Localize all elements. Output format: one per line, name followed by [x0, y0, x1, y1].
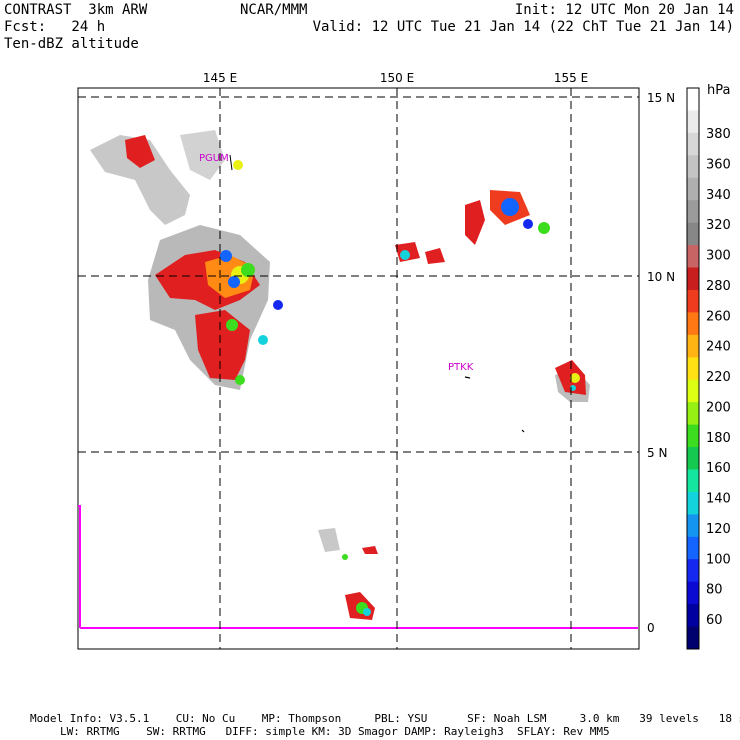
colorbar-tick-label: 80 [706, 583, 723, 598]
colorbar-swatch [687, 402, 699, 426]
station-label-pgum: PGUM [199, 153, 229, 164]
model-info-line-1: Model Info: V3.5.1 CU: No Cu MP: Thompso… [30, 712, 740, 725]
echo-red-east-4 [425, 248, 445, 264]
colorbar-swatch [687, 200, 699, 224]
colorbar-tick-label: 320 [706, 218, 731, 233]
colorbar-swatch [687, 245, 699, 269]
colorbar-tick-label: 260 [706, 309, 731, 324]
echo-gray-north [90, 135, 190, 225]
colorbar-swatch [687, 334, 699, 358]
colorbar-swatch [687, 88, 699, 111]
model-info-line-2: LW: RRTMG SW: RRTMG DIFF: simple KM: 3D … [60, 725, 610, 738]
echo-cell-blue-5 [523, 219, 533, 229]
graticule-labels: 145 E 150 E 155 E 15 N 10 N 5 N 0 [203, 71, 675, 635]
colorbar: 380 360 340 320 300 280 260 240 220 200 180 160 140 1… [686, 87, 731, 650]
colorbar-tick-label: 60 [706, 613, 723, 628]
coastline-outline [78, 505, 638, 629]
colorbar-swatch [687, 132, 699, 156]
colorbar-tick-label: 160 [706, 461, 731, 476]
echo-cell-blue-4 [501, 198, 519, 216]
colorbar-tick-label: 280 [706, 279, 731, 294]
colorbar-swatch [687, 626, 699, 650]
colorbar-swatch [687, 514, 699, 538]
echo-gray-mid [180, 130, 225, 180]
colorbar-swatch [687, 289, 699, 313]
echo-cell-cyan-2 [400, 250, 410, 260]
echo-gray-south [318, 528, 340, 552]
echo-cell-green-3 [235, 375, 245, 385]
echo-red-south-3 [362, 546, 378, 554]
colorbar-unit: hPa [707, 83, 730, 98]
echo-cell-blue-1 [228, 276, 240, 288]
lat-label-5n: 5 N [647, 446, 667, 460]
model-title: CONTRAST 3km ARW [4, 2, 148, 18]
colorbar-tick-label: 220 [706, 370, 731, 385]
colorbar-tick-label: 180 [706, 431, 731, 446]
lon-label-145: 145 E [203, 71, 237, 85]
echo-cell-blue-3 [273, 300, 283, 310]
forecast-hour: Fcst: 24 h [4, 19, 106, 35]
echo-field [90, 130, 590, 620]
colorbar-tick-label: 300 [706, 249, 731, 264]
lat-label-10n: 10 N [647, 270, 675, 284]
colorbar-tick-label: 100 [706, 552, 731, 567]
field-name: Ten-dBZ altitude [4, 36, 139, 52]
colorbar-swatch [687, 177, 699, 201]
organization-label: NCAR/MMM [240, 2, 308, 18]
colorbar-swatch [687, 559, 699, 583]
colorbar-swatch [687, 536, 699, 560]
colorbar-tick-label: 360 [706, 157, 731, 172]
colorbar-frame [686, 87, 700, 650]
colorbar-tick-label: 200 [706, 400, 731, 415]
colorbar-swatch [687, 222, 699, 246]
colorbar-swatch [687, 155, 699, 179]
colorbar-tick-label: 140 [706, 492, 731, 507]
colorbar-tick-label: 340 [706, 188, 731, 203]
init-time: Init: 12 UTC Mon 20 Jan 14 [514, 2, 734, 18]
echo-red-east-1 [465, 200, 485, 245]
echo-cell-green-2 [226, 319, 238, 331]
colorbar-swatch [687, 469, 699, 493]
graticule [78, 88, 639, 649]
colorbar-tick-label: 380 [706, 127, 731, 142]
lon-label-150: 150 E [380, 71, 414, 85]
island-mark-east [521, 429, 525, 433]
echo-red-nw [125, 135, 155, 168]
colorbar-swatch [687, 491, 699, 515]
island-mark-guam [229, 154, 233, 171]
valid-time: Valid: 12 UTC Tue 21 Jan 14 (22 ChT Tue … [312, 19, 734, 35]
colorbar-swatch [687, 110, 699, 134]
colorbar-swatch [687, 604, 699, 628]
colorbar-swatch [687, 312, 699, 336]
echo-cell-yellow-2 [233, 160, 243, 170]
map-figure: 145 E 150 E 155 E 15 N 10 N 5 N 0 PGUM P… [77, 71, 731, 650]
colorbar-tick-label: 240 [706, 340, 731, 355]
colorbar-swatch [687, 267, 699, 291]
lat-label-15n: 15 N [647, 91, 675, 105]
echo-cell-cyan-1 [258, 335, 268, 345]
lon-label-155: 155 E [554, 71, 588, 85]
island-mark-ptkk [464, 376, 471, 379]
echo-cell-green-6 [342, 554, 348, 560]
colorbar-swatch [687, 357, 699, 381]
colorbar-tick-label: 120 [706, 522, 731, 537]
colorbar-swatch [687, 379, 699, 403]
colorbar-swatch [687, 581, 699, 605]
colorbar-swatch [687, 447, 699, 470]
lat-label-0: 0 [647, 621, 655, 635]
colorbar-swatch [687, 424, 699, 448]
echo-cell-green-1 [241, 263, 255, 277]
station-label-ptkk: PTKK [448, 362, 474, 373]
echo-cell-blue-2 [220, 250, 232, 262]
echo-cell-cyan-4 [363, 608, 371, 616]
echo-cell-yellow-3 [570, 373, 580, 383]
echo-cell-green-4 [538, 222, 550, 234]
